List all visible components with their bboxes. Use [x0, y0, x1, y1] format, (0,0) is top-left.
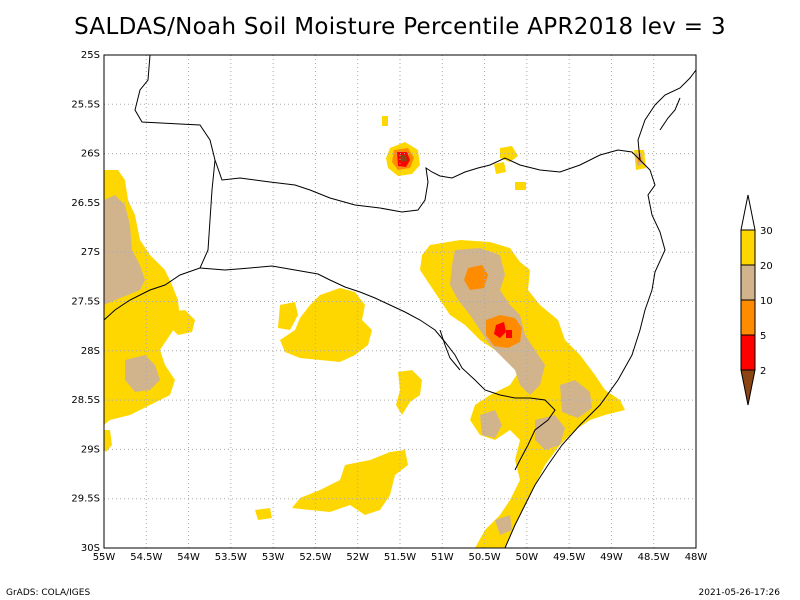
- region-central-yellow: [280, 288, 372, 362]
- legend-label: 10: [760, 296, 773, 307]
- region-central-yellow-2: [278, 302, 298, 330]
- legend-bottom-arrow: [740, 369, 756, 406]
- y-tick-label: 25S: [81, 50, 100, 61]
- legend-label: 30: [760, 226, 773, 237]
- region-west-tan-2: [125, 355, 160, 392]
- boundaries: [103, 54, 697, 549]
- legend-label: 5: [760, 331, 766, 342]
- x-tick-label: 53W: [262, 552, 285, 563]
- x-tick-label: 50.5W: [468, 552, 500, 563]
- river-central: [439, 329, 461, 371]
- region-east-tan-4: [480, 410, 502, 438]
- y-tick-label: 28S: [81, 346, 100, 357]
- y-tick-label: 28.5S: [71, 395, 100, 406]
- x-tick-label: 50W: [516, 552, 539, 563]
- y-tick-label: 27.5S: [71, 297, 100, 308]
- region-east-tan-5: [495, 515, 512, 535]
- y-tick-label: 26S: [81, 149, 100, 160]
- x-axis-ticks: 55W 54.5W 54W 53.5W 53W 52.5W 52W 51.5W 51W 50.5W…: [93, 552, 708, 563]
- region-north-yellow-5: [382, 116, 388, 126]
- y-tick-label: 27S: [81, 247, 100, 258]
- region-north-brown: [400, 155, 407, 162]
- grid-lines: [104, 55, 696, 548]
- x-tick-label: 52.5W: [299, 552, 331, 563]
- y-tick-label: 26.5S: [71, 198, 100, 209]
- x-tick-label: 52W: [346, 552, 369, 563]
- legend-swatch: [740, 334, 756, 371]
- x-tick-label: 49.5W: [553, 552, 585, 563]
- y-tick-label: 25.5S: [71, 99, 100, 110]
- coastline-north: [637, 69, 697, 161]
- legend-swatch: [740, 264, 756, 301]
- region-west-tan: [104, 195, 145, 305]
- region-east-tan-2: [560, 380, 592, 418]
- state-border-north: [134, 54, 641, 213]
- y-tick-label: 30S: [81, 543, 100, 554]
- x-tick-label: 51.5W: [384, 552, 416, 563]
- country-border-west: [103, 159, 216, 321]
- coastline-ne: [659, 97, 681, 131]
- x-tick-label: 49W: [600, 552, 623, 563]
- map-frame: [103, 54, 697, 549]
- region-east-red: [494, 322, 506, 338]
- x-tick-label: 53.5W: [215, 552, 247, 563]
- region-central-yellow-3: [396, 370, 422, 415]
- x-tick-label: 55W: [93, 552, 116, 563]
- x-tick-label: 51W: [431, 552, 454, 563]
- y-tick-label: 29.5S: [71, 494, 100, 505]
- legend-swatch: [740, 299, 756, 336]
- legend-colorbar: 30 20 10 5 2: [740, 194, 773, 406]
- region-north-yellow-3: [494, 162, 506, 174]
- x-tick-label: 54.5W: [130, 552, 162, 563]
- legend-label: 2: [760, 366, 766, 377]
- region-east-orange: [464, 265, 488, 290]
- y-tick-label: 29S: [81, 444, 100, 455]
- y-axis-ticks: 25S 25.5S 26S 26.5S 27S 27.5S 28S 28.5S 29S 29.5S…: [71, 50, 100, 554]
- moisture-shading: [104, 116, 646, 548]
- region-south-yellow-2: [255, 508, 272, 520]
- x-tick-label: 54W: [177, 552, 200, 563]
- state-border-central: [199, 265, 556, 471]
- x-tick-label: 48.5W: [638, 552, 670, 563]
- legend-swatch: [740, 229, 756, 266]
- region-east-red-2: [506, 330, 512, 338]
- footer-timestamp: 2021-05-26-17:26: [698, 588, 781, 598]
- legend-label: 20: [760, 261, 773, 272]
- region-west-yellow-3: [168, 310, 195, 335]
- region-east-yellow: [420, 240, 625, 548]
- region-north-yellow-4: [515, 182, 526, 190]
- footer-credit: GrADS: COLA/IGES: [6, 588, 91, 598]
- x-tick-label: 48W: [685, 552, 708, 563]
- region-west-yellow-4: [104, 430, 112, 452]
- legend-top-arrow: [740, 194, 756, 231]
- coastline-east: [504, 159, 666, 549]
- map-title: SALDAS/Noah Soil Moisture Percentile APR…: [74, 14, 726, 40]
